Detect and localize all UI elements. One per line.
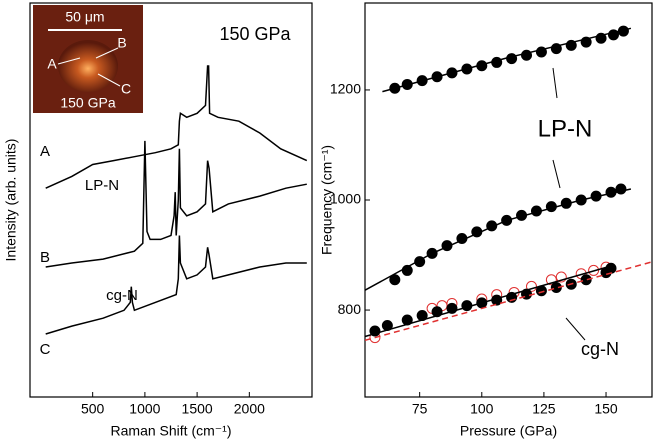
leader-line [552, 67, 558, 99]
y-axis-label: Intensity (arb. units) [3, 139, 19, 262]
y-tick-label: 800 [338, 301, 362, 317]
x-tick-label: 500 [81, 401, 105, 417]
y-axis-label: Frequency (cm⁻¹) [319, 145, 335, 255]
x-tick-label: 1500 [182, 401, 213, 417]
data-point [506, 53, 518, 65]
data-point [389, 274, 401, 286]
fit-line [382, 27, 632, 93]
fit-line [364, 188, 632, 291]
x-tick-label: 75 [412, 401, 428, 417]
inset-scale-label: 50 μm [65, 9, 104, 25]
data-point [545, 274, 557, 286]
data-point [431, 306, 443, 318]
spectrum [45, 235, 307, 335]
x-axis-label: Pressure (GPa) [460, 423, 557, 439]
inset-label: B [117, 35, 126, 51]
left-frame [29, 2, 313, 398]
fit-line [364, 265, 612, 338]
data-point [580, 274, 592, 286]
y-tick-label: 1200 [330, 81, 361, 97]
x-tick-label: 125 [532, 401, 556, 417]
annotation: B [40, 249, 50, 266]
data-point [550, 281, 562, 293]
inset-pressure: 150 GPa [60, 95, 115, 111]
annotation: 150 GPa [219, 24, 291, 44]
annotation: A [40, 143, 50, 160]
data-point [588, 264, 600, 276]
inset [33, 5, 143, 113]
leader-line [552, 159, 561, 189]
data-point [555, 271, 567, 283]
x-tick-label: 100 [470, 401, 494, 417]
leader-line [565, 317, 586, 341]
data-point [605, 262, 617, 274]
inset-label: A [47, 56, 57, 72]
data-point [491, 56, 503, 68]
y-tick-label: 1000 [330, 191, 361, 207]
annotation: cg-N [106, 287, 138, 304]
x-tick-label: 1000 [129, 401, 160, 417]
pointer [97, 73, 121, 87]
inset-label: C [121, 81, 131, 97]
spectrum [45, 65, 308, 189]
annotation: LP-N [538, 115, 593, 142]
data-point [525, 280, 537, 292]
x-tick-label: 150 [594, 401, 618, 417]
annotation: C [40, 341, 51, 358]
pointer [57, 57, 81, 65]
annotation: LP-N [85, 177, 119, 194]
x-axis-label: Raman Shift (cm⁻¹) [111, 423, 232, 439]
spectrum [45, 140, 307, 268]
pointer [95, 47, 119, 59]
annotation: cg-N [581, 339, 619, 359]
sample-glow [58, 40, 118, 92]
x-tick-label: 2000 [234, 401, 265, 417]
